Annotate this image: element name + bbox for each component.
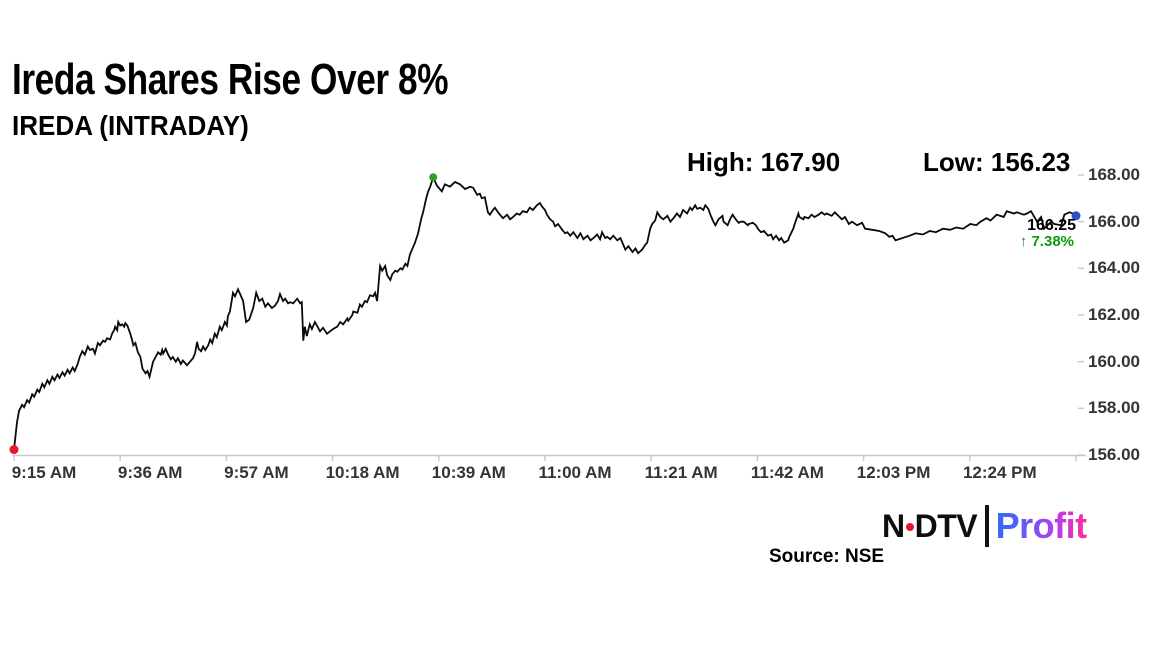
last-marker	[1071, 211, 1081, 221]
x-tick-label: 12:03 PM	[856, 463, 931, 482]
last-price-label: 166.25	[1027, 217, 1076, 234]
page-title: Ireda Shares Rise Over 8%	[12, 55, 449, 104]
x-tick-label: 11:42 AM	[750, 463, 824, 482]
high-annotation: High: 167.90	[687, 147, 841, 177]
ndtv-letters-dtv: DTV	[914, 508, 978, 544]
change-percent-label: ↑ 7.38%	[1019, 233, 1074, 250]
chart-subtitle: IREDA (INTRADAY)	[12, 110, 249, 141]
y-tick-label: 168.00	[1088, 165, 1140, 184]
x-tick-label: 9:57 AM	[224, 463, 289, 482]
profit-wordmark: Profit	[995, 505, 1088, 546]
x-tick-label: 9:36 AM	[117, 463, 183, 482]
x-tick-label: 11:21 AM	[644, 463, 718, 482]
open-low-marker	[9, 445, 19, 455]
y-tick-label: 160.00	[1088, 351, 1140, 371]
x-tick-label: 10:18 AM	[325, 463, 400, 482]
y-tick-label: 158.00	[1088, 398, 1140, 418]
x-tick-label: 12:24 PM	[962, 463, 1037, 482]
x-tick-label: 11:00 AM	[538, 463, 612, 482]
x-tick-label: 10:39 AM	[431, 463, 506, 482]
y-tick-label: 164.00	[1088, 258, 1140, 278]
price-line	[13, 174, 1077, 451]
x-tick-label: 9:15 AM	[11, 463, 77, 482]
ndtv-red-dot-icon	[905, 523, 914, 531]
y-tick-label: 162.00	[1088, 305, 1140, 324]
high-marker	[429, 173, 438, 182]
logo-divider	[985, 505, 989, 547]
ndtv-letter-n: N	[882, 508, 905, 544]
y-tick-label: 166.00	[1088, 211, 1140, 231]
source-label: Source: NSE	[769, 546, 885, 567]
ndtv-wordmark: N DTV	[882, 508, 978, 544]
y-tick-label: 156.00	[1088, 445, 1140, 464]
ndtv-profit-logo: N DTV Profit	[882, 503, 1087, 549]
low-annotation: Low: 156.23	[923, 147, 1071, 177]
